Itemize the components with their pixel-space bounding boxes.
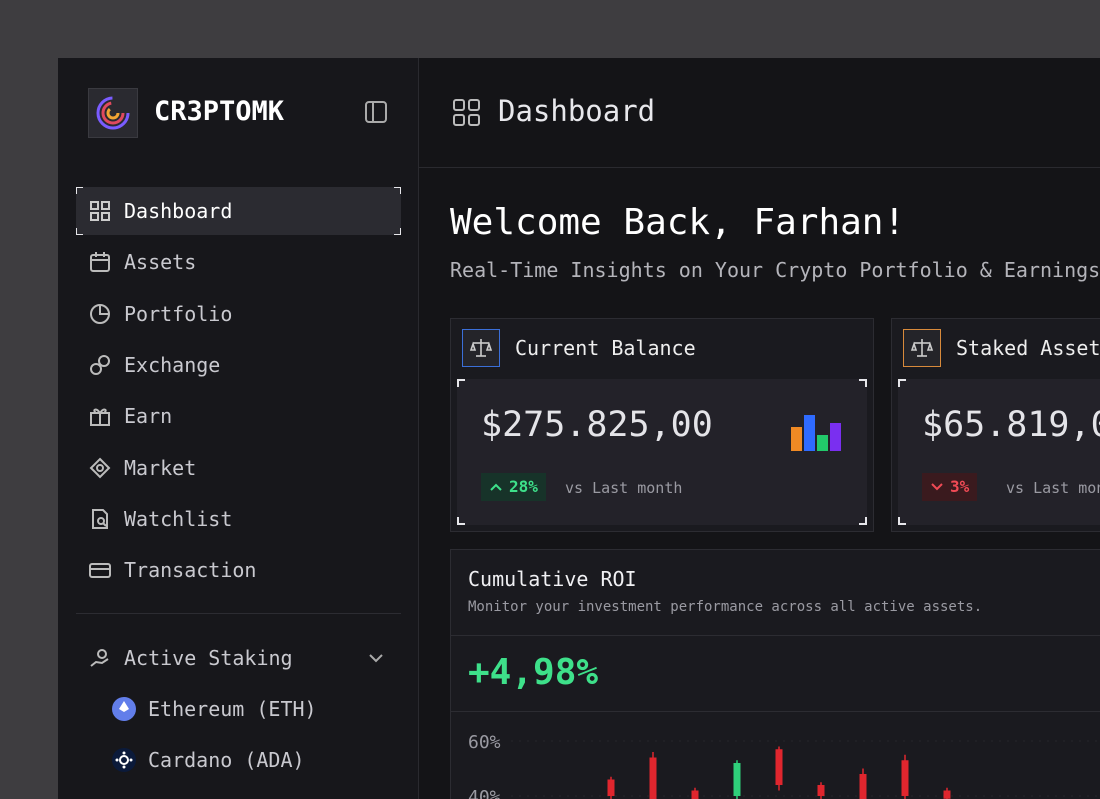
nav-item[interactable]: Transaction [76, 546, 401, 594]
candle-body [649, 757, 657, 799]
change-arrow [931, 483, 943, 491]
nav-item[interactable]: Exchange [76, 341, 401, 389]
corner [859, 379, 867, 387]
change-badge: 28% [481, 473, 546, 501]
roi-panel: Cumulative ROI Monitor your investment p… [450, 549, 1100, 799]
candle-body [817, 785, 825, 796]
y-tick-label: 40% [468, 787, 501, 799]
candle-body [775, 749, 783, 785]
collapse-button[interactable] [364, 100, 388, 124]
card-title: Staked Assets [956, 336, 1100, 360]
nav-icon [90, 303, 110, 324]
corner [394, 187, 401, 194]
nav-label: Market [124, 455, 197, 480]
divider [419, 167, 1100, 168]
nav-item[interactable]: Market [76, 444, 401, 492]
nav-label: Watchlist [124, 506, 233, 531]
nav-icon [90, 252, 110, 273]
staking-label: Cardano (ADA) [148, 748, 305, 772]
nav-icon [90, 408, 110, 427]
roi-title: Cumulative ROI [468, 567, 637, 591]
candle-body [691, 790, 699, 799]
corner [898, 379, 906, 387]
card-body: $65.819,00 3% vs Last month [898, 379, 1100, 525]
stat-card: Current Balance $275.825,00 28% vs Last mon… [450, 318, 874, 532]
candle-body [901, 760, 909, 796]
nav-label: Portfolio [124, 301, 233, 326]
corner [859, 517, 867, 525]
active-staking[interactable]: Active Staking [76, 634, 401, 682]
staking-item[interactable]: Cardano (ADA) [100, 736, 425, 784]
nav-item[interactable]: Assets [76, 238, 401, 286]
nav-icon [89, 563, 111, 579]
sidebar: CR3PTOMK Dashboard Assets Portfolio Exchang… [58, 58, 419, 799]
welcome-title: Welcome Back, Farhan! [450, 202, 906, 243]
card-mini-chart [790, 413, 846, 455]
nav-item[interactable]: Watchlist [76, 495, 401, 543]
change-badge: 3% [922, 473, 978, 501]
corner [457, 517, 465, 525]
candle-body [607, 779, 615, 796]
change-value: 28% [509, 477, 538, 496]
nav-label: Earn [124, 404, 173, 429]
divider [451, 635, 1100, 636]
staking-item[interactable]: Ethereum (ETH) [100, 685, 425, 733]
candle-body [733, 763, 741, 796]
y-tick-label: 60% [468, 732, 501, 753]
nav-label: Dashboard [124, 199, 233, 223]
corner [76, 187, 83, 194]
nav-icon [92, 508, 108, 529]
nav-label: Assets [124, 250, 197, 275]
nav-icon [90, 201, 110, 221]
roi-chart: 60% 40% [468, 732, 1100, 799]
welcome-subtitle: Real-Time Insights on Your Crypto Portfo… [450, 258, 1100, 282]
candle-body [943, 790, 951, 799]
change-note: vs Last month [565, 479, 683, 497]
arrow-path [490, 483, 502, 491]
candle-body [859, 774, 867, 799]
divider [76, 613, 401, 614]
nav-item[interactable]: Portfolio [76, 290, 401, 338]
stat-card: Staked Assets $65.819,00 3% vs Last month [891, 318, 1100, 532]
page-title: Dashboard [498, 94, 656, 128]
card-body: $275.825,00 28% vs Last month [457, 379, 867, 525]
section-title: Active Staking [124, 646, 293, 670]
change-note: vs Last month [1006, 479, 1100, 497]
corner [394, 228, 401, 235]
nav-item[interactable]: Dashboard [76, 187, 401, 235]
nav-icon [90, 354, 110, 375]
header-icon [453, 99, 480, 126]
staking-label: Ethereum (ETH) [148, 697, 317, 721]
logo [88, 88, 138, 138]
roi-subtitle: Monitor your investment performance acro… [468, 599, 983, 615]
change-arrow [490, 483, 502, 491]
nav-item[interactable]: Earn [76, 392, 401, 440]
divider [451, 711, 1100, 712]
corner [457, 379, 465, 387]
brand: CR3PTOMK [154, 96, 285, 127]
card-title: Current Balance [515, 336, 696, 360]
card-icon [462, 329, 500, 367]
roi-value: +4,98% [468, 652, 599, 693]
app-window: CR3PTOMK Dashboard Assets Portfolio Exchang… [58, 58, 1100, 799]
corner [898, 517, 906, 525]
nav-label: Transaction [124, 558, 257, 583]
arrow-path [931, 483, 943, 491]
corner [76, 228, 83, 235]
nav-icon [89, 457, 111, 478]
card-amount: $275.825,00 [481, 405, 713, 445]
change-value: 3% [950, 477, 970, 496]
nav-label: Exchange [124, 352, 221, 377]
card-icon [903, 329, 941, 367]
card-amount: $65.819,00 [922, 405, 1100, 445]
